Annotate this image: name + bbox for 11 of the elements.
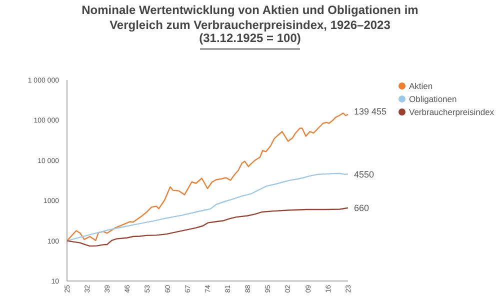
legend-label: Verbraucherpreisindex [409, 106, 495, 117]
data-label: 4550 [354, 169, 374, 180]
line-series [66, 172, 349, 242]
legend-label: Obligationen [409, 94, 457, 104]
data-label: 660 [354, 203, 370, 214]
line-series [66, 112, 349, 242]
chart-subtitle: (31.12.1925 = 100) [199, 31, 301, 45]
legend-label: Aktien [409, 80, 433, 91]
data-label: 139 455 [354, 106, 387, 117]
chart-title: Nominale Wertentwicklung von Aktien und Obligationen im Vergleich zum Verbraucherpreisindex, 1926–2023 [82, 3, 418, 32]
line-series [66, 207, 349, 247]
